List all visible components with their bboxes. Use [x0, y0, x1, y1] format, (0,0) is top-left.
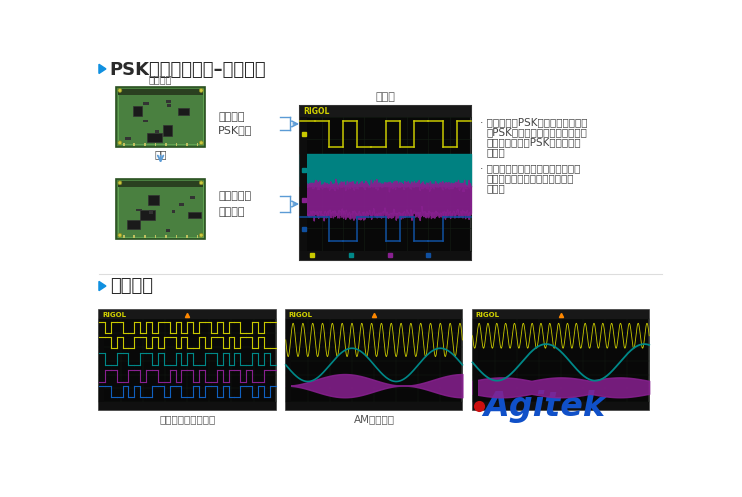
Circle shape	[200, 233, 203, 237]
Bar	[286, 310, 462, 319]
Text: RIGOL: RIGOL	[289, 312, 313, 318]
Bar	[143, 102, 148, 105]
Text: 观测，直观理解PSK通信系统的: 观测，直观理解PSK通信系统的	[487, 137, 581, 148]
Text: 噪声: 噪声	[154, 149, 167, 159]
Bar	[134, 143, 135, 146]
Bar	[118, 89, 203, 144]
Bar	[301, 106, 471, 260]
Circle shape	[118, 141, 122, 145]
Bar	[125, 137, 131, 141]
Text: 码率。: 码率。	[487, 183, 505, 194]
Circle shape	[200, 181, 203, 185]
Bar	[148, 210, 153, 214]
Circle shape	[118, 233, 122, 237]
Bar	[162, 125, 172, 136]
Text: RIGOL: RIGOL	[102, 312, 126, 318]
Bar	[165, 100, 171, 102]
Polygon shape	[99, 64, 106, 74]
Circle shape	[118, 88, 122, 92]
Circle shape	[200, 88, 203, 92]
Bar	[197, 235, 198, 238]
Bar	[286, 319, 291, 402]
Bar	[123, 143, 125, 146]
Bar	[301, 117, 306, 250]
Bar	[144, 143, 145, 146]
Bar	[188, 212, 201, 218]
Bar	[118, 181, 203, 187]
Bar	[148, 133, 162, 142]
Bar	[166, 229, 170, 233]
Text: 其他实验: 其他实验	[110, 277, 153, 295]
Bar	[186, 235, 188, 238]
Bar	[133, 106, 142, 116]
Text: 基带信号: 基带信号	[218, 112, 245, 122]
Bar	[137, 209, 142, 211]
Text: PSK调制解调实验–解调部分: PSK调制解调实验–解调部分	[110, 62, 266, 80]
Text: · 基带信号、PSK信号、加载噪声后: · 基带信号、PSK信号、加载噪声后	[480, 117, 588, 127]
Bar	[286, 402, 462, 410]
Bar	[301, 106, 471, 117]
Bar	[128, 220, 140, 230]
Text: AM调制实验: AM调制实验	[354, 414, 395, 424]
Bar	[286, 310, 462, 410]
Text: 側视图: 側视图	[375, 92, 395, 102]
Bar	[116, 179, 205, 239]
Bar	[301, 250, 471, 260]
Bar	[165, 235, 167, 238]
Text: RIGOL: RIGOL	[303, 107, 330, 116]
Text: 的PSK信号以及解调后的信号同时: 的PSK信号以及解调后的信号同时	[487, 127, 588, 137]
Bar	[99, 310, 275, 319]
Bar	[99, 319, 105, 402]
Bar	[148, 195, 160, 205]
Text: Agitek: Agitek	[483, 390, 605, 422]
Bar	[154, 235, 156, 238]
Bar	[197, 143, 198, 146]
Polygon shape	[99, 281, 106, 291]
Bar	[99, 402, 275, 410]
Bar	[143, 120, 148, 122]
Text: RIGOL: RIGOL	[476, 312, 499, 318]
Bar	[171, 210, 175, 213]
Bar	[144, 235, 145, 238]
Bar	[473, 319, 478, 402]
Text: 码型产生及变换实验: 码型产生及变换实验	[160, 414, 215, 424]
Bar	[155, 130, 159, 133]
Bar	[123, 235, 125, 238]
Circle shape	[200, 141, 203, 145]
Bar	[140, 210, 155, 220]
Bar	[99, 310, 275, 410]
Text: 架构。: 架构。	[487, 148, 505, 158]
Text: PSK信号: PSK信号	[218, 125, 253, 136]
Text: 接收端信号: 接收端信号	[218, 191, 252, 201]
Text: 解调信号: 解调信号	[218, 207, 245, 217]
Bar	[176, 143, 177, 146]
Text: 实验模块: 实验模块	[149, 74, 172, 84]
Bar	[176, 235, 177, 238]
Bar	[134, 235, 135, 238]
Bar	[180, 203, 184, 206]
Bar	[473, 310, 649, 410]
Bar	[118, 89, 203, 95]
Bar	[178, 108, 189, 115]
Bar	[165, 143, 167, 146]
Bar	[191, 196, 195, 199]
Bar	[154, 143, 156, 146]
Text: · 有助于理解通信系统的特性，验证: · 有助于理解通信系统的特性，验证	[480, 164, 581, 173]
Bar	[186, 143, 188, 146]
Bar	[473, 402, 649, 410]
Text: 噪声的存在提高了通信系统的误: 噪声的存在提高了通信系统的误	[487, 173, 574, 183]
Bar	[473, 310, 649, 319]
Bar	[118, 181, 203, 237]
Bar	[167, 104, 171, 107]
Circle shape	[118, 181, 122, 185]
Bar	[116, 86, 205, 147]
